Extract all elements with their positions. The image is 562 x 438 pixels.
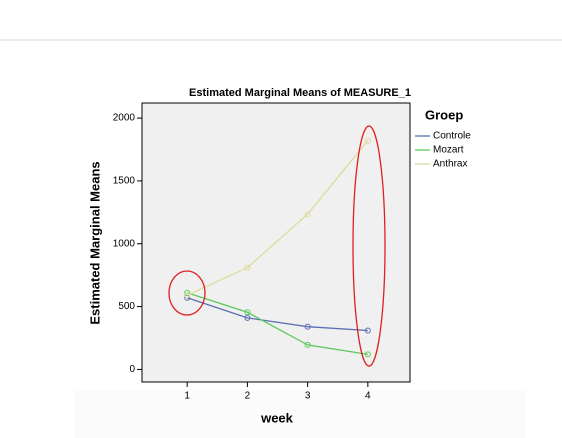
data-point (364, 137, 371, 144)
data-point (244, 264, 251, 271)
y-tick-label: 500 (118, 301, 135, 312)
data-point (244, 314, 251, 321)
series-line (186, 292, 368, 355)
y-axis-label: Estimated Marginal Means (87, 161, 102, 324)
series-line (186, 140, 369, 296)
series-line (186, 297, 368, 332)
data-point (244, 309, 251, 316)
x-tick-label: 3 (305, 391, 311, 402)
chart-title: Estimated Marginal Means of MEASURE_1 (189, 87, 411, 99)
data-point (304, 211, 311, 218)
x-tick-label: 4 (365, 391, 371, 402)
y-tick-label: 2000 (113, 113, 136, 124)
legend-label: Anthrax (433, 159, 467, 170)
y-tick-label: 1000 (113, 238, 136, 249)
y-tick-label: 0 (129, 364, 135, 375)
legend-label: Mozart (433, 145, 464, 156)
data-point (364, 327, 371, 334)
legend-title: Groep (425, 107, 463, 122)
panel (75, 390, 525, 438)
x-axis-label: week (260, 410, 294, 425)
y-tick-label: 1500 (113, 176, 136, 187)
x-tick-label: 1 (184, 391, 190, 402)
legend-label: Controle (433, 131, 471, 142)
data-point (304, 323, 311, 330)
highlight-circle (352, 125, 386, 367)
data-point (184, 292, 191, 299)
data-point (364, 351, 371, 358)
x-tick-label: 2 (245, 391, 251, 402)
data-point (304, 341, 311, 348)
highlight-circle (168, 270, 206, 316)
marks: 0 500 1000 1500 2000 1 2 3 4 Controle Mozart Anthra… (113, 113, 471, 402)
